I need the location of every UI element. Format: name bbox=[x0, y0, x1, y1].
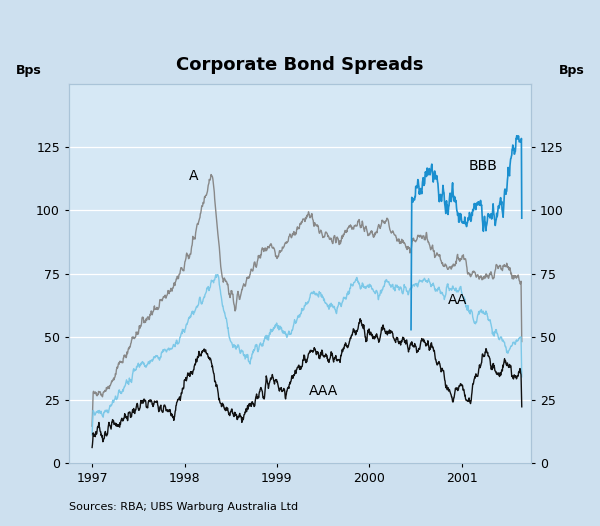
Text: A: A bbox=[189, 169, 199, 183]
Text: AA: AA bbox=[448, 293, 467, 307]
Text: BBB: BBB bbox=[469, 159, 498, 173]
Text: Bps: Bps bbox=[16, 64, 41, 77]
Title: Corporate Bond Spreads: Corporate Bond Spreads bbox=[176, 56, 424, 74]
Text: Sources: RBA; UBS Warburg Australia Ltd: Sources: RBA; UBS Warburg Australia Ltd bbox=[69, 502, 298, 512]
Text: AAA: AAA bbox=[309, 383, 338, 398]
Text: Bps: Bps bbox=[559, 64, 584, 77]
